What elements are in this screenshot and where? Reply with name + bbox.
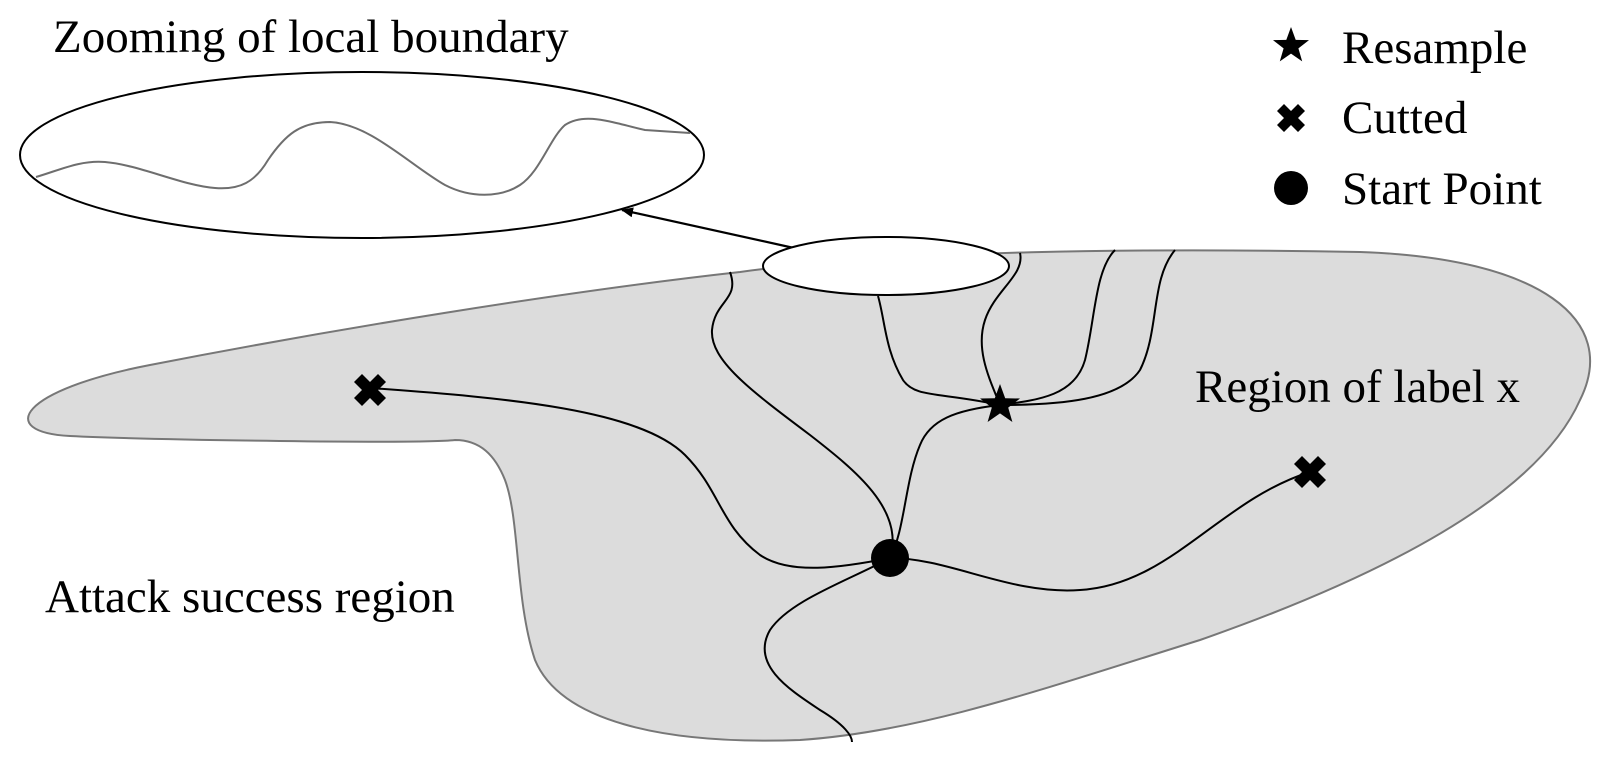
resample-branch-3 <box>999 249 1116 406</box>
zoom-ellipse <box>19 71 705 239</box>
resample-branch-1 <box>877 295 1001 406</box>
attack-region-label: Attack success region <box>45 571 455 623</box>
cutted-marker-left <box>354 374 386 406</box>
legend-cutted-label: Cutted <box>1342 92 1467 144</box>
zoom-arrow <box>621 207 795 250</box>
path-to-bottom <box>763 557 891 743</box>
cutted-marker-right <box>1294 456 1326 488</box>
legend-resample-label: Resample <box>1342 22 1527 74</box>
legend: Resample Cutted Start Point <box>1273 22 1542 215</box>
start-point-marker <box>871 539 909 577</box>
legend-start-label: Start Point <box>1342 163 1542 215</box>
zoom-boundary-curve <box>35 117 691 196</box>
resample-marker <box>980 384 1020 422</box>
star-icon <box>1273 27 1309 62</box>
path-to-left-cut <box>369 387 891 569</box>
resample-branch-4 <box>999 249 1176 406</box>
region-shape <box>27 249 1591 742</box>
dot-icon <box>1274 171 1308 205</box>
resample-branch-2 <box>980 252 1022 406</box>
cross-icon <box>1277 104 1305 132</box>
path-to-right-cut <box>889 471 1311 592</box>
path-to-top-left <box>710 271 894 559</box>
zoom-title: Zooming of local boundary <box>53 11 569 63</box>
search-paths <box>369 249 1311 743</box>
region-label: Region of label x <box>1195 361 1520 413</box>
path-to-star <box>889 404 1001 559</box>
boundary-ellipse <box>762 236 1010 296</box>
